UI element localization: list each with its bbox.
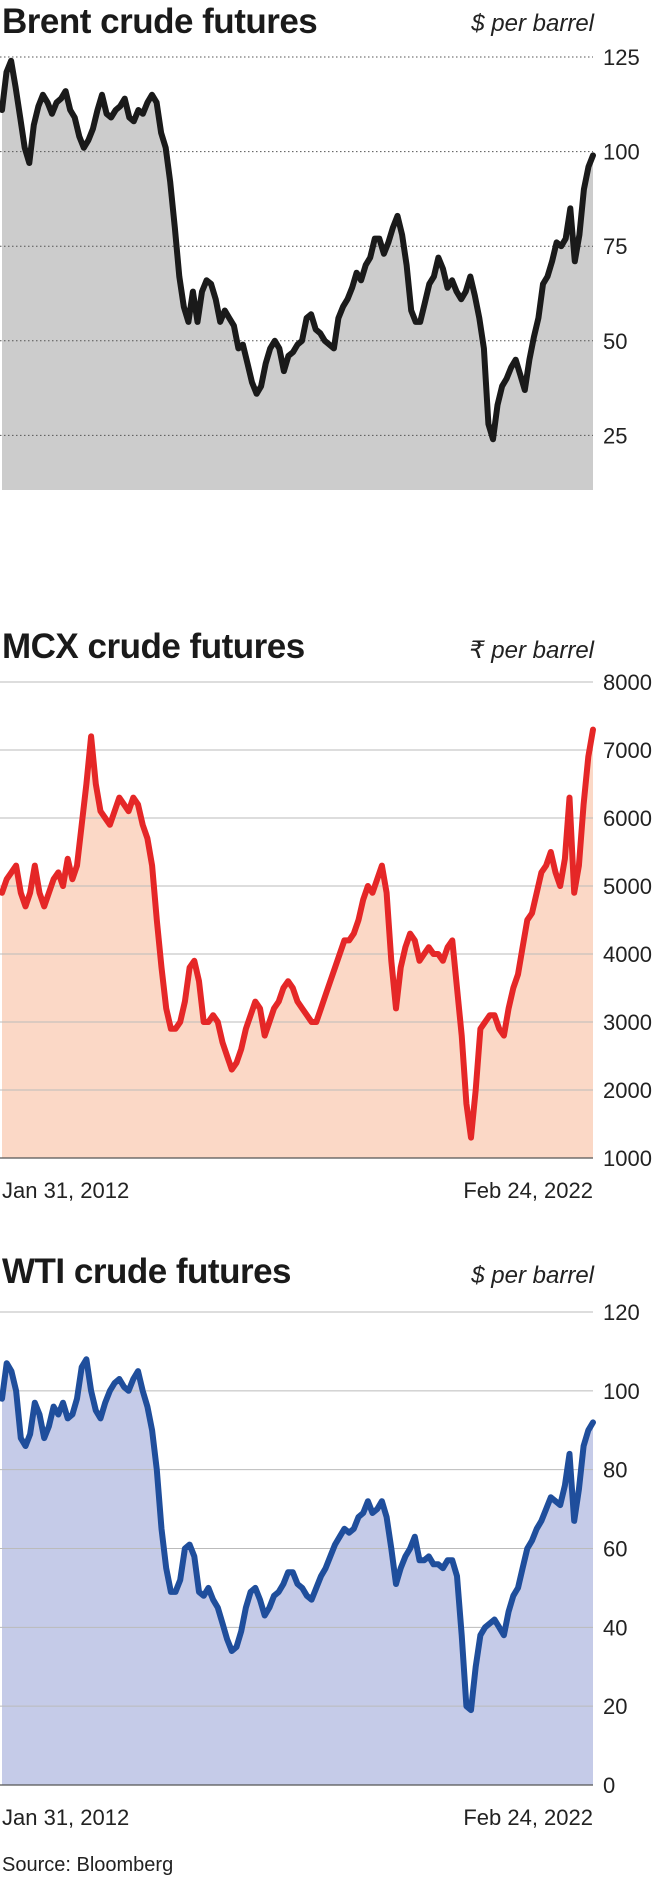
y-tick-label: 1000 — [603, 1146, 652, 1171]
series-line — [0, 726, 596, 1141]
y-tick-label: 6000 — [603, 806, 652, 831]
y-tick-label: 100 — [603, 140, 640, 165]
y-tick-label: 7000 — [603, 738, 652, 763]
chart-title: WTI crude futures — [2, 1252, 292, 1291]
area-fill — [2, 729, 593, 1158]
y-tick-label: 4000 — [603, 942, 652, 967]
y-tick-label: 0 — [603, 1773, 615, 1798]
area-fill — [2, 1359, 593, 1785]
y-tick-label: 125 — [603, 45, 640, 70]
brent-panel: Brent crude futures $ per barrel 0255075… — [0, 0, 660, 490]
chart-unit: ₹ per barrel — [469, 637, 594, 664]
y-tick-label: 8000 — [603, 670, 652, 695]
chart-unit: $ per barrel — [471, 10, 594, 37]
mcx-panel: MCX crude futures ₹ per barrel 1000 2000 3… — [0, 627, 652, 1203]
y-tick-label: 80 — [603, 1458, 627, 1483]
chart-unit: $ per barrel — [471, 1262, 594, 1289]
y-tick-label: 40 — [603, 1615, 627, 1640]
y-tick-label: 5000 — [603, 874, 652, 899]
y-tick-label: 120 — [603, 1300, 640, 1325]
area-fill — [2, 60, 593, 490]
x-end-label: Feb 24, 2022 — [463, 1178, 593, 1203]
series-line — [0, 57, 596, 443]
y-tick-label: 50 — [603, 329, 627, 354]
y-tick-label: 60 — [603, 1537, 627, 1562]
series-line — [0, 1356, 596, 1714]
source-note: Source: Bloomberg — [2, 1854, 174, 1876]
y-tick-label: 25 — [603, 423, 627, 448]
y-tick-label: 3000 — [603, 1010, 652, 1035]
x-start-label: Jan 31, 2012 — [2, 1805, 129, 1830]
y-tick-label: 100 — [603, 1379, 640, 1404]
mcx-chart: 1000 2000 3000 4000 5000 6000 7000 8000 Jan 31, … — [0, 670, 652, 1203]
chart-title: Brent crude futures — [2, 2, 318, 41]
y-tick-label: 75 — [603, 234, 627, 259]
x-start-label: Jan 31, 2012 — [2, 1178, 129, 1203]
y-tick-label: 20 — [603, 1694, 627, 1719]
x-end-label: Feb 24, 2022 — [463, 1805, 593, 1830]
chart-title: MCX crude futures — [2, 627, 305, 666]
y-tick-label: 2000 — [603, 1078, 652, 1103]
